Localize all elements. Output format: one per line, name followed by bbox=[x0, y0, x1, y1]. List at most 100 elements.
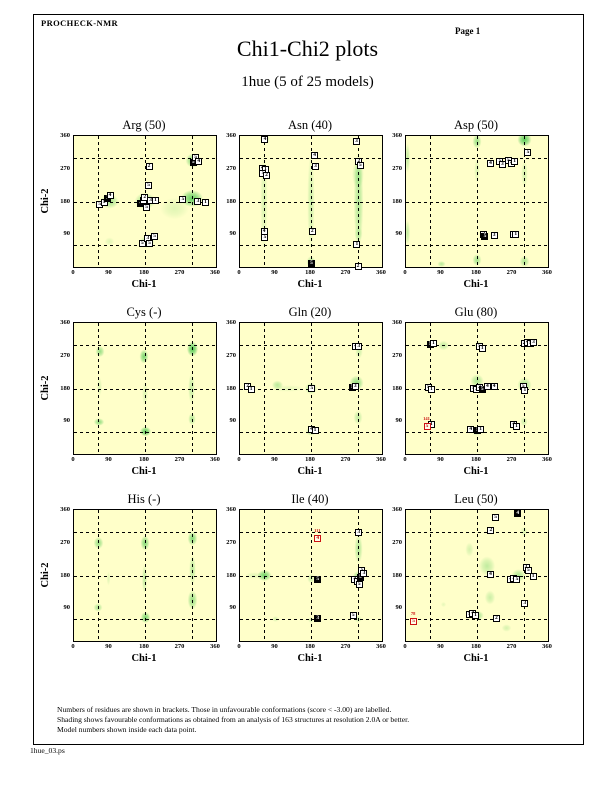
outlier-point: 4 bbox=[314, 535, 322, 543]
data-point: 2 bbox=[141, 194, 149, 202]
data-point: 1 bbox=[511, 158, 519, 166]
data-point: 3 bbox=[355, 343, 363, 351]
x-tick-label: 90 bbox=[437, 456, 444, 463]
x-tick-label: 360 bbox=[210, 269, 220, 276]
density-blob bbox=[464, 539, 476, 559]
density-blob bbox=[263, 384, 311, 393]
x-tick-label: 180 bbox=[305, 269, 315, 276]
x-tick-label: 0 bbox=[403, 643, 407, 650]
plot-area-gln: 432155341 bbox=[239, 322, 383, 455]
plot-title-gln: Gln (20) bbox=[288, 305, 332, 319]
outlier-label: 141 bbox=[423, 415, 430, 421]
y-tick-label: 360 bbox=[226, 319, 236, 326]
y-axis-label: Chi-2 bbox=[40, 374, 51, 401]
data-point: 5 bbox=[100, 198, 108, 206]
x-tick-label: 270 bbox=[174, 269, 185, 276]
data-point: 4 bbox=[467, 425, 475, 433]
x-tick-label: 180 bbox=[139, 269, 149, 276]
plot-title-arg: Arg (50) bbox=[122, 118, 166, 132]
grid-line-vertical bbox=[192, 136, 194, 267]
y-tick-label: 270 bbox=[226, 538, 236, 546]
grid-line-horizontal bbox=[74, 575, 216, 577]
density-blob bbox=[139, 532, 151, 553]
plot-area-ile: 35415553354111 bbox=[239, 509, 383, 642]
data-point: 3 bbox=[194, 197, 202, 205]
plot-title-asp: Asp (50) bbox=[453, 118, 499, 132]
grid-line-vertical bbox=[524, 136, 526, 267]
data-point: 5 bbox=[308, 260, 315, 268]
data-point: 5 bbox=[356, 161, 364, 169]
data-point: 1 bbox=[429, 339, 437, 347]
x-tick-label: 180 bbox=[471, 643, 481, 650]
y-tick-label: 90 bbox=[63, 604, 71, 612]
y-tick-label: 90 bbox=[63, 230, 71, 238]
grid-line-horizontal bbox=[74, 388, 216, 390]
density-blob bbox=[406, 137, 412, 178]
density-blob bbox=[154, 194, 195, 224]
x-tick-label: 0 bbox=[71, 269, 75, 276]
y-tick-label: 270 bbox=[392, 538, 402, 546]
density-blob bbox=[138, 347, 151, 366]
x-tick-label: 270 bbox=[340, 456, 351, 463]
data-point: 4 bbox=[483, 383, 491, 391]
grid-line-horizontal bbox=[406, 531, 548, 533]
data-point: 5 bbox=[138, 240, 146, 248]
data-point: 5 bbox=[179, 196, 187, 204]
x-tick-label: 180 bbox=[305, 643, 315, 650]
density-blob bbox=[187, 368, 196, 409]
density-blob bbox=[241, 571, 266, 580]
x-tick-label: 270 bbox=[340, 643, 351, 650]
density-blob bbox=[105, 568, 112, 588]
plot-area-his bbox=[73, 509, 217, 642]
page-title: Chi1-Chi2 plots bbox=[236, 36, 379, 61]
y-tick-label: 180 bbox=[392, 571, 402, 579]
plot-title-leu: Leu (50) bbox=[454, 492, 498, 506]
data-point: 4 bbox=[261, 135, 269, 143]
y-tick-label: 360 bbox=[226, 132, 236, 139]
data-point: 1 bbox=[247, 385, 255, 393]
data-point: 3 bbox=[352, 138, 360, 146]
x-tick-label: 0 bbox=[403, 269, 407, 276]
plot-area-arg: 5524445312525315545355 bbox=[73, 135, 217, 268]
data-point: 3 bbox=[314, 615, 322, 623]
grid-line-horizontal bbox=[406, 201, 548, 203]
grid-line-horizontal bbox=[74, 531, 216, 533]
y-axis-label: Chi-2 bbox=[40, 187, 51, 214]
density-blob bbox=[514, 136, 534, 150]
density-blob bbox=[103, 236, 116, 247]
grid-line-horizontal bbox=[406, 157, 548, 159]
x-tick-label: 180 bbox=[305, 456, 315, 463]
data-point: 4 bbox=[195, 157, 203, 165]
density-blob bbox=[187, 550, 197, 591]
data-point: 3 bbox=[498, 161, 506, 169]
y-tick-label: 360 bbox=[392, 132, 402, 139]
data-point: 4 bbox=[514, 509, 522, 517]
density-layer bbox=[406, 136, 548, 267]
y-tick-label: 90 bbox=[395, 417, 403, 425]
density-blob bbox=[93, 344, 106, 359]
data-point: 3 bbox=[521, 599, 529, 607]
x-tick-label: 90 bbox=[271, 456, 278, 463]
data-point: 3 bbox=[311, 162, 319, 170]
y-tick-label: 90 bbox=[395, 604, 403, 612]
x-tick-label: 0 bbox=[71, 456, 75, 463]
x-axis-label: Chi-1 bbox=[463, 279, 489, 290]
data-point: 2 bbox=[263, 171, 271, 179]
y-tick-label: 360 bbox=[226, 506, 236, 513]
data-point: 4 bbox=[311, 151, 319, 159]
x-tick-label: 270 bbox=[174, 643, 185, 650]
grid-line-vertical bbox=[192, 510, 194, 641]
plot-area-asp: 554145335321 bbox=[405, 135, 549, 268]
plot-title-asn: Asn (40) bbox=[287, 118, 333, 132]
grid-line-horizontal bbox=[74, 344, 216, 346]
data-point: 4 bbox=[260, 227, 268, 235]
app-name: PROCHECK-NMR bbox=[41, 18, 119, 28]
plot-area-asn: 4343254152452152 bbox=[239, 135, 383, 271]
y-tick-label: 270 bbox=[392, 351, 402, 359]
data-point: 5 bbox=[356, 573, 364, 581]
y-tick-label: 90 bbox=[395, 230, 403, 238]
data-point: 1 bbox=[529, 573, 537, 581]
data-point: 3 bbox=[490, 231, 498, 239]
y-tick-label: 90 bbox=[229, 604, 237, 612]
